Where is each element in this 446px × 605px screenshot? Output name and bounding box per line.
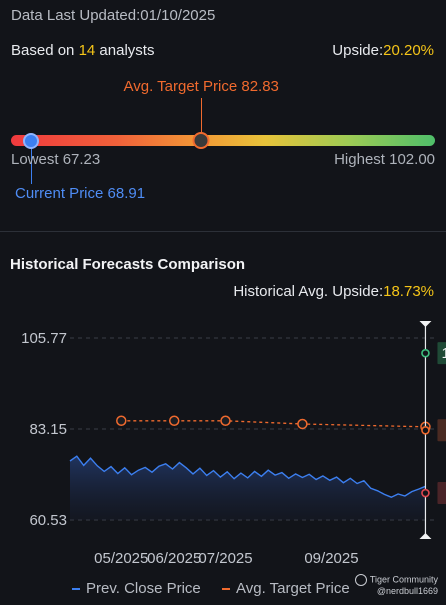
highest-label: Highest 102.00: [334, 151, 435, 168]
upside-value: 20.20%: [383, 42, 434, 59]
lowest-label: Lowest 67.23: [11, 151, 101, 168]
avg-target-marker: [192, 132, 210, 149]
section-title: Historical Forecasts Comparison: [10, 256, 246, 273]
current-price-marker: [23, 133, 40, 149]
y-tick-label: 83.15: [29, 421, 67, 438]
analyst-summary-row: Based on 14 analysts Upside:20.20%: [11, 42, 434, 62]
end-value-badge: [437, 482, 446, 505]
close-price-line: [69, 455, 426, 498]
tiger-logo-icon: [354, 574, 367, 586]
x-tick-label: 07/2025: [198, 550, 252, 567]
upside-text: Upside:20.20%: [332, 42, 434, 59]
section-divider: [0, 231, 446, 232]
y-tick-label: 105.77: [21, 330, 67, 347]
end-value-badge: [437, 419, 446, 442]
legend-close-price[interactable]: Prev. Close Price: [72, 580, 201, 597]
analysts-count-text: Based on 14 analysts: [11, 42, 155, 59]
x-tick-label: 06/2025: [147, 550, 201, 567]
historical-upside-value: 18.73%: [383, 283, 434, 300]
current-price-label: Current Price 68.91: [15, 185, 146, 202]
avg-target-line: [121, 420, 426, 428]
avg-target-point: [297, 418, 308, 430]
avg-target-point: [116, 415, 127, 427]
end-point-marker: [421, 488, 430, 498]
data-updated-label: Data Last Updated:01/10/2025: [11, 7, 216, 24]
legend-target-price[interactable]: Avg. Target Price: [222, 580, 350, 597]
close-price-area: [70, 456, 426, 520]
legend-target-swatch: [222, 588, 230, 591]
end-point-marker: [421, 425, 430, 435]
x-tick-label: 09/2025: [304, 550, 358, 567]
crosshair-bottom-handle: [419, 533, 432, 539]
avg-target-point: [220, 415, 231, 427]
analysts-count: 14: [78, 42, 96, 59]
legend-close-swatch: [72, 588, 80, 591]
historical-upside: Historical Avg. Upside:18.73%: [233, 283, 434, 300]
price-range-gauge: [11, 135, 435, 146]
watermark: Tiger Community @nerdbull1669: [354, 574, 438, 597]
avg-target-tick: [201, 98, 203, 133]
end-value-badge: [437, 342, 446, 365]
end-point-marker: [421, 348, 430, 358]
current-price-connector: [31, 146, 33, 184]
crosshair-top-handle: [419, 321, 432, 327]
x-tick-label: 05/2025: [94, 550, 148, 567]
end-value-label: 102.00: [442, 345, 446, 362]
avg-target-label: Avg. Target Price 82.83: [123, 78, 279, 95]
avg-target-point: [168, 415, 180, 427]
y-tick-label: 60.53: [29, 512, 67, 529]
